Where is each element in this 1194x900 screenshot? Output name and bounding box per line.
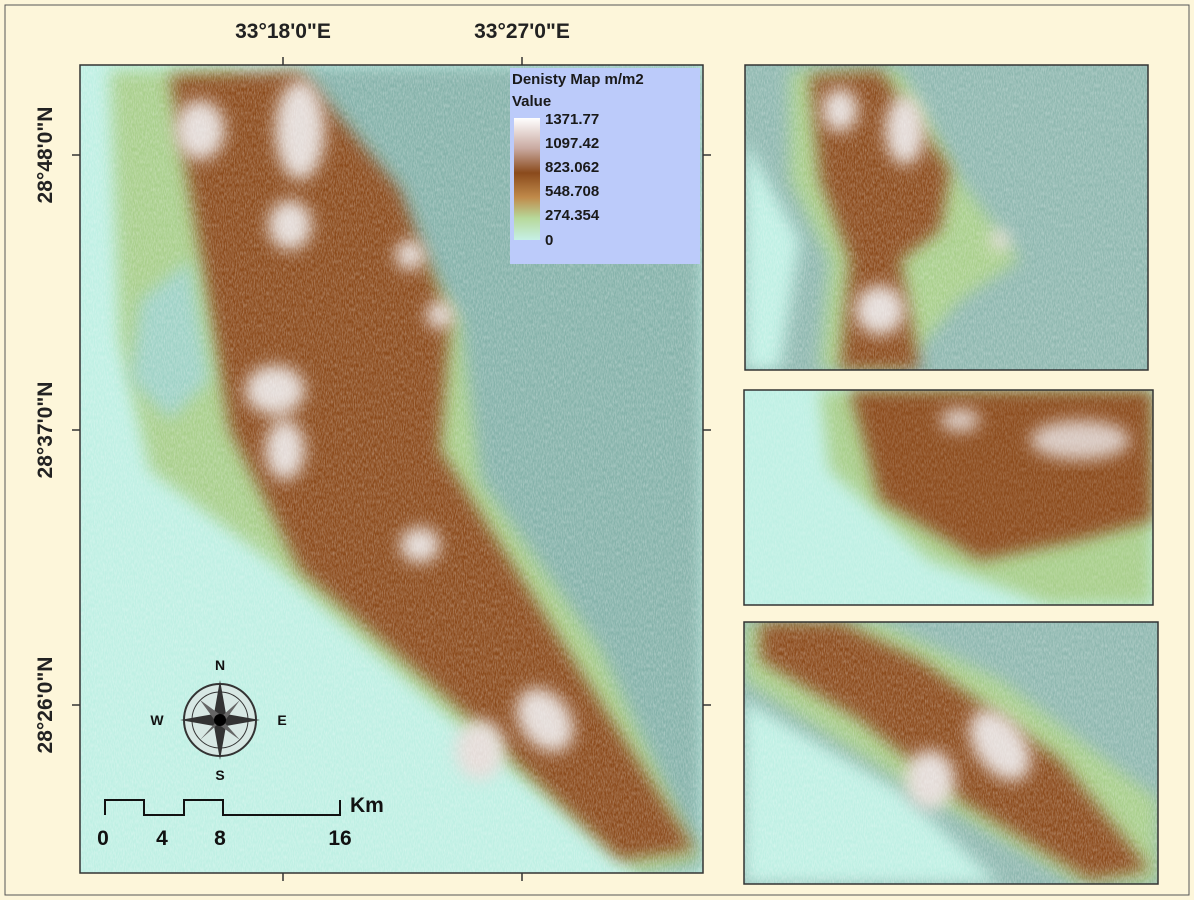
compass-east: E	[277, 712, 286, 728]
scale-label: 4	[156, 827, 168, 850]
inset-map	[745, 65, 1148, 370]
legend-title: Denisty Map m/m2	[512, 71, 644, 88]
inset-map	[744, 622, 1158, 884]
compass-west: W	[150, 712, 164, 728]
legend-value: 548.708	[545, 183, 599, 200]
scale-unit: Km	[350, 794, 384, 817]
legend: Denisty Map m/m2 Value 1371.77 1097.42 8…	[510, 68, 700, 264]
legend-value: 1097.42	[545, 135, 599, 152]
scale-label: 16	[328, 827, 351, 850]
scale-label: 8	[214, 827, 226, 850]
inset-map	[744, 390, 1153, 605]
latitude-label: 28°26'0"N	[34, 657, 57, 754]
legend-value: 1371.77	[545, 111, 599, 128]
longitude-label: 33°18'0"E	[235, 20, 331, 43]
scale-label: 0	[97, 827, 109, 850]
latitude-label: 28°48'0"N	[34, 107, 57, 204]
latitude-label: 28°37'0"N	[34, 382, 57, 479]
longitude-label: 33°27'0"E	[474, 20, 570, 43]
legend-value: 274.354	[545, 207, 600, 224]
legend-value: 823.062	[545, 159, 599, 176]
legend-value: 0	[545, 232, 553, 249]
compass-north: N	[215, 657, 225, 673]
compass-south: S	[215, 767, 224, 783]
legend-subtitle: Value	[512, 93, 551, 110]
map-figure: 33°18'0"E 33°27'0"E 28°48'0"N 28°37'0"N …	[0, 0, 1194, 900]
